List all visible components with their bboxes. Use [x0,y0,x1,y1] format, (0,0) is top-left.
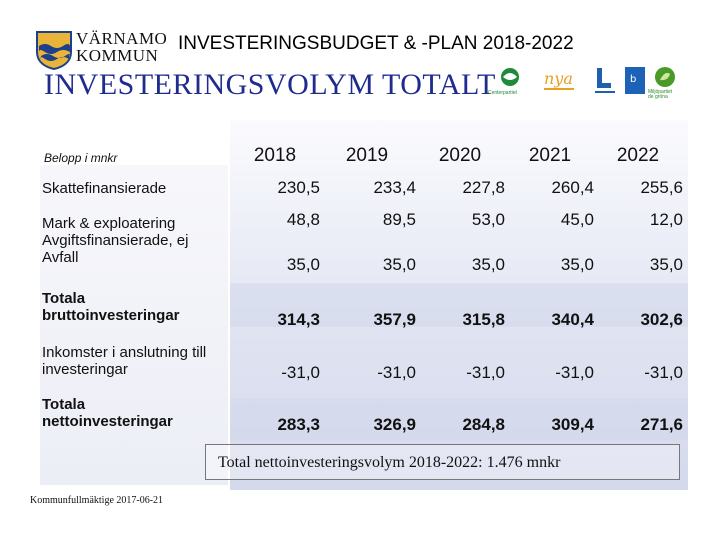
svg-text:nya: nya [544,69,573,88]
cell: 35,0 [560,255,594,274]
row-label-mark-exploatering: Mark & exploatering [42,215,176,232]
year-header-2018: 2018 [253,145,297,166]
year-header-2019: 2019 [345,145,389,166]
cell: 12,0 [649,210,683,229]
cell: 255,6 [640,178,683,197]
budget-table [230,120,688,490]
row-label-panel [40,165,228,485]
cell: 227,8 [462,178,505,197]
cell: 233,4 [373,178,416,197]
cell: 35,0 [382,255,416,274]
row-label-inkomster: Inkomster i anslutning till investeringa… [42,344,207,378]
centerpartiet-logo-icon [501,68,519,86]
summary-text: Total nettoinvesteringsvolym 2018-2022: … [218,454,561,471]
cell: 326,9 [373,415,416,434]
footer-date: Kommunfullmäktige 2017-06-21 [30,495,164,506]
cell: 48,8 [286,210,320,229]
cell: 35,0 [286,255,320,274]
cell: 35,0 [471,255,505,274]
row-label-bruttoinvesteringar: Totala bruttoinvesteringar [42,290,180,324]
row-label-skattefinansierade: Skattefinansierade [42,180,167,197]
year-header-2020: 2020 [438,145,482,166]
cell: 357,9 [373,310,416,329]
cell: 314,3 [277,310,320,329]
row-shade-netto [230,398,688,440]
varnamo-logo: VÄRNAMO KOMMUN [36,30,176,70]
liberalerna-logo-icon [595,68,615,93]
cell: 315,8 [462,310,505,329]
unit-label: Belopp i mnkr [44,151,118,165]
cell: 283,3 [277,415,320,434]
cell: 260,4 [551,178,594,197]
centerpartiet-label: Centerpartiet [488,90,517,96]
cell: -31,0 [377,363,416,382]
cell: 309,4 [551,415,594,434]
cell: -31,0 [281,363,320,382]
cell: -31,0 [555,363,594,382]
year-header-2021: 2021 [528,145,572,166]
nya-party-logo-icon: nya [544,69,574,90]
cell: 340,4 [551,310,594,329]
year-header-2022: 2022 [616,145,660,166]
logo-line-1: VÄRNAMO [76,29,168,48]
coat-of-arms-icon [36,31,72,70]
svg-text:b: b [630,74,636,85]
summary-box: Total nettoinvesteringsvolym 2018-2022: … [205,444,680,480]
cell: -31,0 [466,363,505,382]
cell: 89,5 [382,210,416,229]
cell: 271,6 [640,415,683,434]
cell: 45,0 [560,210,594,229]
kristdemokraterna-logo-icon: b [625,67,645,94]
cell: 230,5 [277,178,320,197]
partner-logos: Centerpartiet nya b Miljöpartiet de grön… [488,66,678,102]
top-title: INVESTERINGSBUDGET & -PLAN 2018-2022 [178,33,574,54]
cell: 53,0 [471,210,505,229]
cell: 302,6 [640,310,683,329]
miljopartiet-label: Miljöpartiet de gröna [648,89,673,100]
row-label-avgiftsfinansierade: Avgiftsfinansierade, ej Avfall [42,232,189,266]
cell: 35,0 [649,255,683,274]
cell: -31,0 [644,363,683,382]
cell: 284,8 [462,415,505,434]
logo-line-2: KOMMUN [76,46,159,65]
miljopartiet-logo-icon [655,67,675,87]
row-shade-brutto [230,283,688,327]
page-title: INVESTERINGSVOLYM TOTALT [44,68,496,101]
row-label-nettoinvesteringar: Totala nettoinvesteringar [42,396,173,430]
